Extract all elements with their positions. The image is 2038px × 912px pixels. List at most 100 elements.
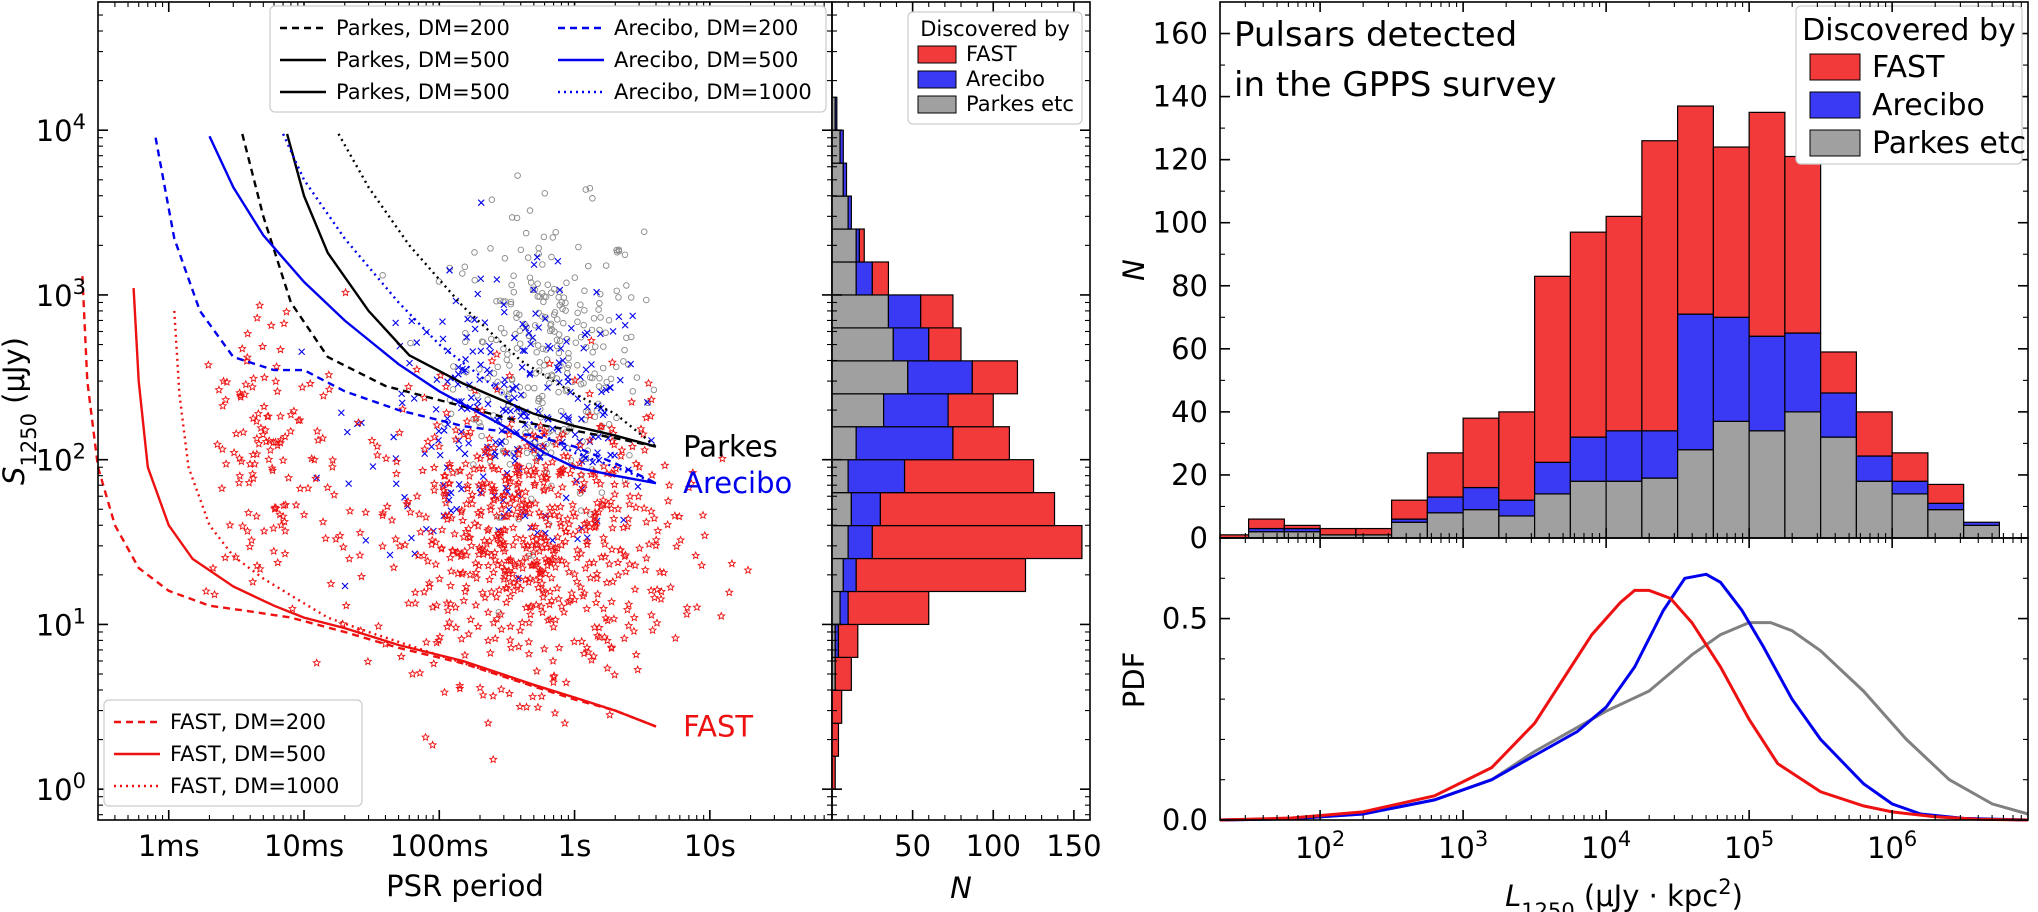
scatter-point	[261, 436, 271, 446]
scatter-point	[538, 441, 548, 451]
scatter-point	[606, 496, 616, 506]
lum-hist-bar-parkes-etc	[1569, 480, 1607, 539]
scatter-point	[414, 509, 424, 519]
scatter-point	[500, 564, 510, 574]
scatter-point	[569, 636, 579, 646]
scatter-point	[487, 587, 497, 596]
scatter-point	[545, 599, 555, 609]
scatter-point	[607, 523, 618, 532]
scatter-point	[599, 461, 609, 471]
scatter-point	[598, 388, 605, 396]
scatter-point	[432, 638, 442, 647]
scatter-point	[535, 324, 543, 331]
scatter-point	[631, 459, 641, 468]
scatter-point	[321, 533, 331, 543]
side-hist-bar-parkes-etc	[831, 590, 841, 626]
scatter-point	[476, 419, 483, 426]
y-tick-label: 102	[36, 440, 86, 478]
scatter-point	[237, 343, 247, 353]
scatter-point	[373, 621, 384, 631]
legend-label: Parkes etc	[1872, 126, 2026, 161]
scatter-point	[533, 253, 541, 261]
scatter-point	[500, 447, 510, 456]
scatter-point	[525, 609, 535, 619]
scatter-point	[502, 511, 512, 521]
scatter-point	[565, 413, 572, 421]
scatter-point	[613, 557, 623, 567]
scatter-point	[410, 598, 420, 608]
scatter-point	[511, 457, 519, 465]
scatter-point	[576, 582, 586, 591]
scatter-point	[530, 478, 540, 488]
legend-swatch	[917, 45, 957, 64]
scatter-point	[428, 443, 435, 451]
scatter-point	[478, 690, 488, 699]
scatter-point	[312, 426, 322, 436]
scatter-point	[545, 358, 555, 368]
scatter-point	[592, 573, 602, 583]
scatter-point	[579, 648, 589, 658]
scatter-point	[613, 287, 620, 295]
scatter-point	[597, 314, 604, 321]
scatter-point	[547, 573, 556, 582]
scatter-point	[405, 507, 415, 517]
scatter-point	[547, 320, 555, 328]
scatter-point	[559, 357, 567, 364]
scatter-point	[555, 359, 563, 367]
scatter-point	[625, 559, 635, 569]
scatter-point	[222, 377, 232, 386]
scatter-point	[268, 523, 279, 533]
scatter-point	[372, 450, 382, 459]
scatter-point	[459, 596, 469, 605]
scatter-point	[499, 447, 507, 455]
scatter-point	[391, 468, 401, 478]
scatter-point	[217, 444, 227, 454]
scatter-point	[487, 486, 497, 495]
scatter-point	[457, 428, 465, 436]
scatter-point	[646, 411, 656, 421]
scatter-point	[643, 296, 650, 304]
scatter-point	[570, 477, 580, 487]
scatter-point	[467, 394, 475, 402]
scatter-point	[633, 491, 643, 501]
scatter-point	[270, 504, 280, 513]
scatter-point	[505, 390, 513, 398]
scatter-point	[542, 293, 550, 301]
scatter-point	[717, 453, 727, 463]
scatter-point	[259, 526, 269, 535]
scatter-point	[460, 586, 470, 596]
scatter-point	[471, 573, 482, 583]
scatter-point	[650, 386, 658, 394]
scatter-point	[378, 508, 388, 517]
scatter-point	[255, 300, 265, 310]
scatter-point	[574, 362, 581, 369]
scatter-point	[591, 413, 599, 420]
y-axis-label: N	[1117, 259, 1151, 281]
scatter-point	[595, 456, 603, 464]
scatter-point	[634, 483, 642, 490]
legend-swatch	[1809, 91, 1861, 119]
scatter-point	[459, 365, 466, 373]
scatter-point	[684, 482, 694, 492]
scatter-point	[432, 600, 442, 610]
scatter-point	[564, 373, 572, 381]
scatter-point	[378, 541, 388, 551]
y-tick-label: 80	[1171, 269, 1208, 303]
lum-hist-bar-fast	[1391, 499, 1428, 520]
scatter-point	[497, 325, 505, 332]
scatter-point	[460, 650, 470, 660]
scatter-point	[473, 508, 483, 517]
scatter-point	[382, 501, 392, 511]
scatter-point	[497, 558, 507, 568]
scatter-point	[324, 384, 334, 394]
scatter-point	[577, 380, 585, 388]
scatter-point	[286, 410, 296, 419]
scatter-point	[467, 499, 477, 508]
scatter-point	[686, 478, 696, 488]
scatter-point	[585, 389, 595, 398]
scatter-point	[543, 520, 553, 529]
scatter-point	[599, 533, 609, 542]
scatter-point	[231, 428, 241, 438]
scatter-point	[264, 436, 274, 445]
scatter-point	[508, 493, 518, 502]
